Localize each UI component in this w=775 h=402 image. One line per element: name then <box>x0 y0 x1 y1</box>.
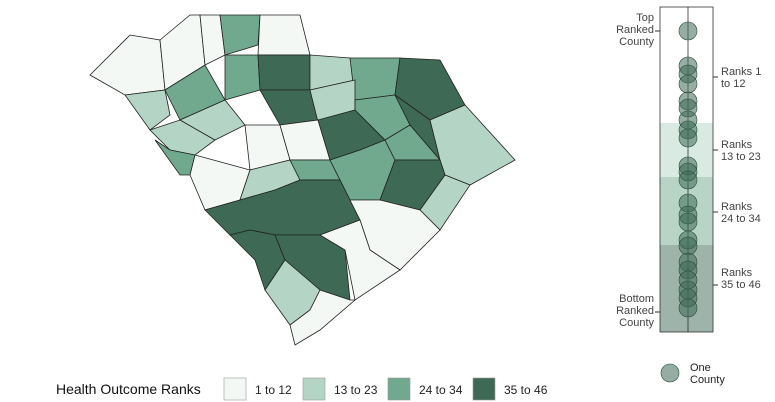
legend-key <box>302 377 326 401</box>
legend-label: 13 to 23 <box>334 383 378 397</box>
county-map <box>89 14 516 346</box>
strip-group-label: Ranks 13 to 23 <box>721 139 761 163</box>
legend-label: 1 to 12 <box>255 383 292 397</box>
county <box>259 89 319 126</box>
strip-frame <box>659 6 714 333</box>
legend-title: Health Outcome Ranks <box>56 381 201 397</box>
county-dot <box>678 298 698 318</box>
county-dot <box>678 212 698 232</box>
county <box>257 14 311 56</box>
county <box>289 289 357 346</box>
strip-group-label: Ranks 1 to 12 <box>721 66 762 90</box>
county-dot <box>678 128 698 148</box>
legend-key <box>387 377 411 401</box>
strip-top-label: Top Ranked County <box>616 12 654 48</box>
marker-label: One County <box>690 362 725 386</box>
legend-key <box>223 377 247 401</box>
county-dot <box>678 21 698 41</box>
county <box>349 57 401 101</box>
county-dot <box>678 74 698 94</box>
county-dot <box>678 236 698 256</box>
county <box>224 54 261 101</box>
county <box>124 89 171 131</box>
marker-key <box>660 363 680 383</box>
legend-keys <box>223 377 496 401</box>
rank-strip <box>655 6 718 383</box>
county <box>219 14 261 56</box>
county <box>89 34 166 96</box>
legend-key <box>472 377 496 401</box>
county-dots <box>678 21 698 318</box>
county <box>257 54 311 91</box>
county <box>149 119 216 156</box>
legend-label: 24 to 34 <box>419 383 463 397</box>
county-dot <box>678 170 698 190</box>
strip-bottom-label: Bottom Ranked County <box>616 293 654 329</box>
strip-group-label: Ranks 35 to 46 <box>721 267 761 291</box>
strip-group-label: Ranks 24 to 34 <box>721 201 761 225</box>
legend-label: 35 to 46 <box>504 383 548 397</box>
county <box>319 219 401 301</box>
